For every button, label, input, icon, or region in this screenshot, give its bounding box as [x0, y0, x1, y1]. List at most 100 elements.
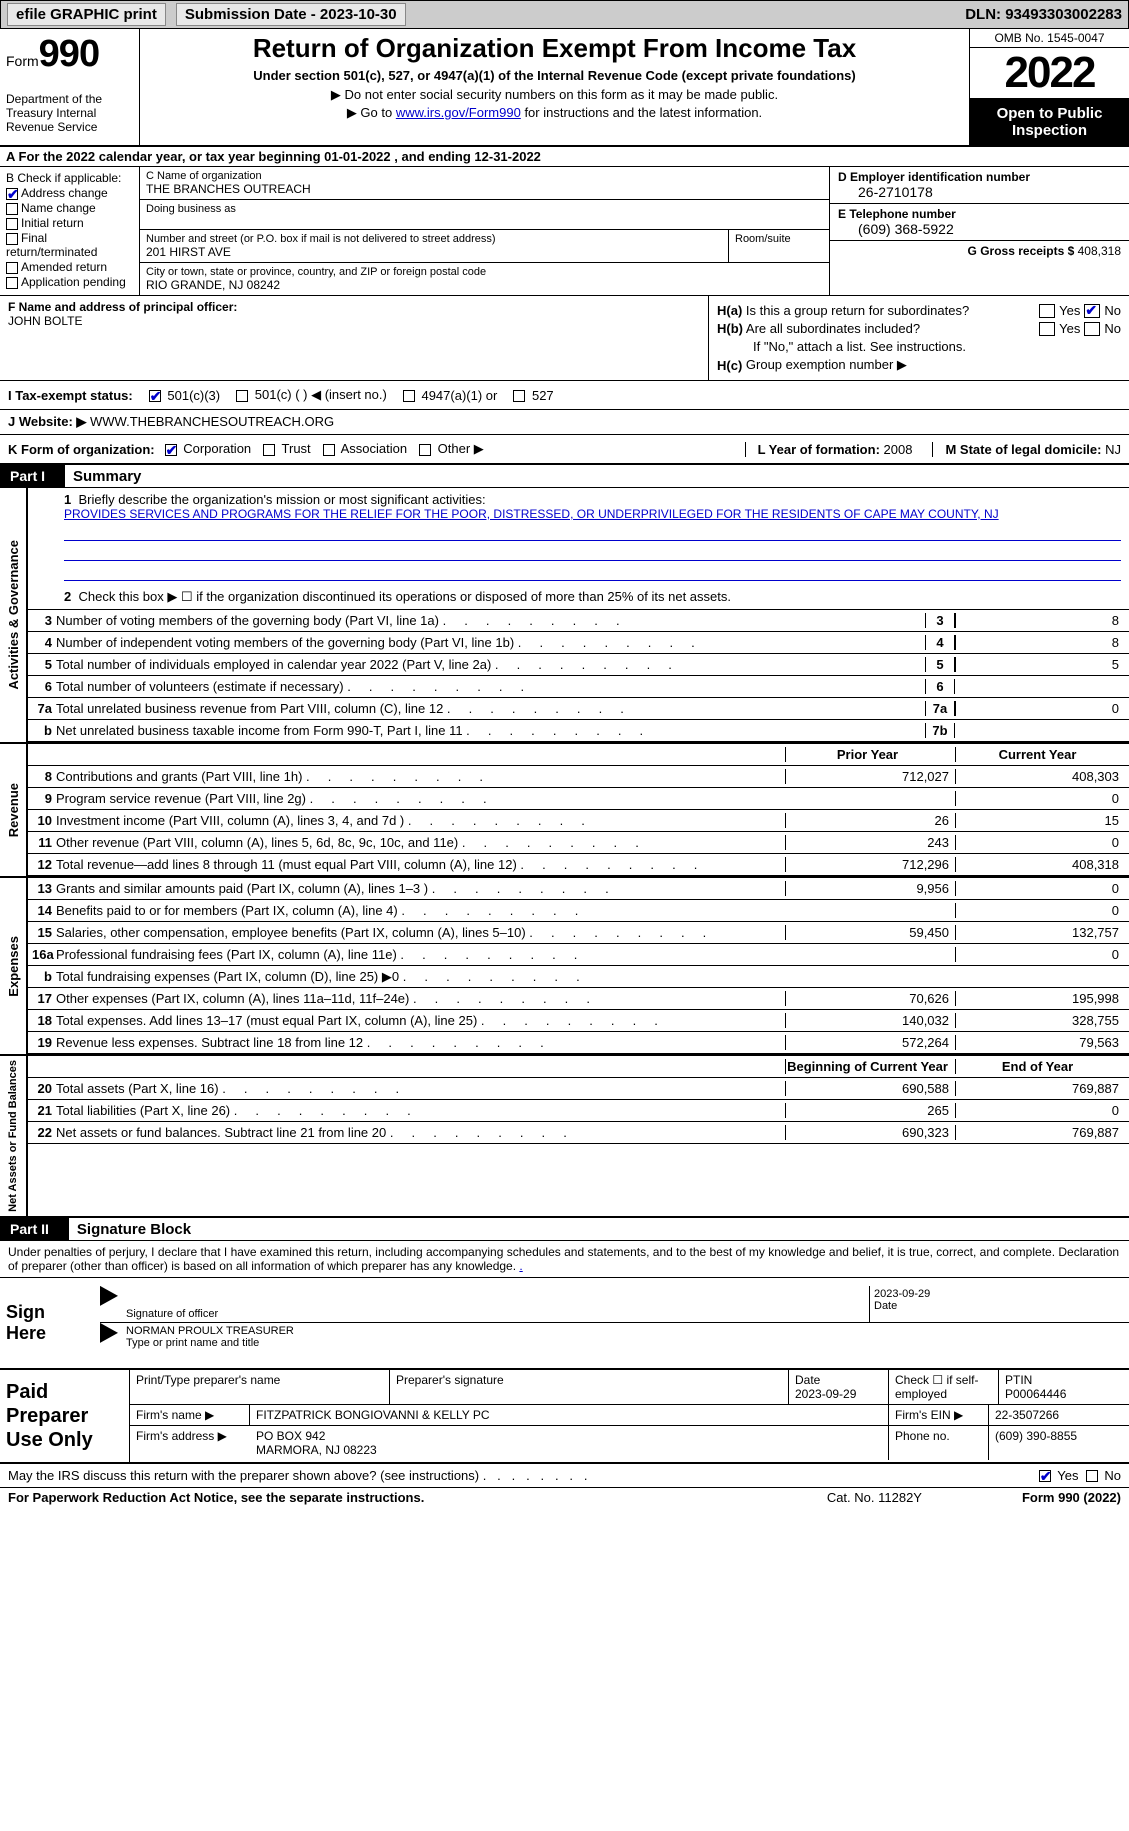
self-employed-check[interactable]: Check ☐ if self-employed	[889, 1370, 999, 1404]
form-org-option[interactable]: Corporation	[165, 441, 252, 457]
phone-cell: E Telephone number (609) 368-5922	[830, 204, 1129, 241]
4947-checkbox[interactable]	[403, 390, 415, 402]
527-checkbox[interactable]	[513, 390, 525, 402]
tax-status-row: I Tax-exempt status: 501(c)(3) 501(c) ( …	[0, 380, 1129, 409]
net-header: Beginning of Current YearEnd of Year	[28, 1056, 1129, 1078]
room-cell: Room/suite	[729, 230, 829, 263]
501c-checkbox[interactable]	[236, 390, 248, 402]
officer-name: JOHN BOLTE	[8, 314, 700, 328]
box-b-item[interactable]: Application pending	[6, 275, 133, 289]
summary-row: 20Total assets (Part X, line 16)690,5887…	[28, 1078, 1129, 1100]
gross-receipts: 408,318	[1078, 244, 1121, 258]
summary-row: 19Revenue less expenses. Subtract line 1…	[28, 1032, 1129, 1054]
state-domicile: NJ	[1105, 442, 1121, 457]
line2: 2 Check this box ▶ ☐ if the organization…	[28, 585, 1129, 610]
mission-section: 1 Briefly describe the organization's mi…	[28, 488, 1129, 585]
officer-name-title: NORMAN PROULX TREASURER	[126, 1325, 1125, 1337]
box-b-item[interactable]: Final return/terminated	[6, 231, 133, 259]
summary-row: 22Net assets or fund balances. Subtract …	[28, 1122, 1129, 1144]
ha-no-checkbox[interactable]	[1084, 304, 1100, 318]
org-name: THE BRANCHES OUTREACH	[146, 182, 823, 196]
summary-row: 11Other revenue (Part VIII, column (A), …	[28, 832, 1129, 854]
tax-year: 2022	[970, 48, 1129, 99]
part1-header: Part ISummary	[0, 465, 1129, 488]
street-address: 201 HIRST AVE	[146, 245, 722, 259]
footer-row: For Paperwork Reduction Act Notice, see …	[0, 1487, 1129, 1507]
discuss-no-checkbox[interactable]	[1086, 1470, 1098, 1482]
phone-value: (609) 368-5922	[838, 221, 1121, 237]
firm-address: PO BOX 942	[256, 1429, 882, 1443]
prep-sig-label: Preparer's signature	[390, 1370, 789, 1404]
form-page: Form 990 (2022)	[1022, 1490, 1121, 1505]
cat-no: Cat. No. 11282Y	[827, 1490, 922, 1505]
public-inspection: Open to Public Inspection	[970, 99, 1129, 145]
irs-link[interactable]: www.irs.gov/Form990	[396, 105, 521, 120]
summary-row: 7aTotal unrelated business revenue from …	[28, 698, 1129, 720]
irs-discuss-row: May the IRS discuss this return with the…	[0, 1464, 1129, 1487]
ein-value: 26-2710178	[838, 184, 1121, 200]
summary-row: 12Total revenue—add lines 8 through 11 (…	[28, 854, 1129, 876]
summary-row: 13Grants and similar amounts paid (Part …	[28, 878, 1129, 900]
box-b-label: B Check if applicable:	[6, 171, 133, 185]
form-org-option[interactable]: Other ▶	[419, 441, 484, 457]
summary-row: 8Contributions and grants (Part VIII, li…	[28, 766, 1129, 788]
summary-row: bTotal fundraising expenses (Part IX, co…	[28, 966, 1129, 988]
form-org-option[interactable]: Association	[323, 441, 407, 457]
efile-print-button[interactable]: efile GRAPHIC print	[7, 3, 166, 26]
summary-row: bNet unrelated business taxable income f…	[28, 720, 1129, 742]
box-f: F Name and address of principal officer:…	[0, 296, 709, 380]
dept-label: Department of the Treasury Internal Reve…	[6, 92, 133, 134]
ssn-note: ▶ Do not enter social security numbers o…	[148, 87, 961, 103]
form-header: Form990 Department of the Treasury Inter…	[0, 29, 1129, 147]
summary-row: 6Total number of volunteers (estimate if…	[28, 676, 1129, 698]
box-b-item[interactable]: Amended return	[6, 260, 133, 274]
officer-sig-date: 2023-09-29	[874, 1288, 1125, 1300]
gross-cell: G Gross receipts $ 408,318	[830, 241, 1129, 261]
year-formation: 2008	[884, 442, 913, 457]
prep-name-label: Print/Type preparer's name	[130, 1370, 390, 1404]
box-b-item[interactable]: Address change	[6, 186, 133, 200]
ha-yes-checkbox[interactable]	[1039, 304, 1055, 318]
box-b: B Check if applicable: Address changeNam…	[0, 167, 140, 295]
hb-note: If "No," attach a list. See instructions…	[717, 339, 1121, 354]
summary-row: 16aProfessional fundraising fees (Part I…	[28, 944, 1129, 966]
net-assets-label: Net Assets or Fund Balances	[5, 1056, 21, 1216]
submission-date: Submission Date - 2023-10-30	[176, 3, 406, 26]
501c3-checkbox[interactable]	[149, 390, 161, 402]
website-value: WWW.THEBRANCHESOUTREACH.ORG	[90, 414, 334, 430]
summary-row: 17Other expenses (Part IX, column (A), l…	[28, 988, 1129, 1010]
discuss-yes-checkbox[interactable]	[1039, 1470, 1051, 1482]
summary-row: 10Investment income (Part VIII, column (…	[28, 810, 1129, 832]
hb-yes-checkbox[interactable]	[1039, 322, 1055, 336]
arrow-icon	[100, 1286, 118, 1306]
firm-phone: (609) 390-8855	[989, 1426, 1129, 1460]
dba-cell: Doing business as	[140, 200, 829, 230]
arrow-icon	[100, 1323, 118, 1343]
ptin: PTIN P00064446	[999, 1370, 1129, 1404]
expenses-label: Expenses	[4, 932, 23, 1001]
activities-governance-label: Activities & Governance	[4, 536, 23, 694]
hb-no-checkbox[interactable]	[1084, 322, 1100, 336]
omb-number: OMB No. 1545-0047	[970, 29, 1129, 48]
summary-row: 21Total liabilities (Part X, line 26)265…	[28, 1100, 1129, 1122]
form-org-option[interactable]: Trust	[263, 441, 311, 457]
box-b-item[interactable]: Initial return	[6, 216, 133, 230]
revenue-header: Prior YearCurrent Year	[28, 744, 1129, 766]
part2-header: Part IISignature Block	[0, 1218, 1129, 1241]
signature-intro: Under penalties of perjury, I declare th…	[0, 1241, 1129, 1278]
summary-row: 14Benefits paid to or for members (Part …	[28, 900, 1129, 922]
summary-row: 18Total expenses. Add lines 13–17 (must …	[28, 1010, 1129, 1032]
dln-number: DLN: 93493303002283	[965, 6, 1122, 23]
org-name-cell: C Name of organization THE BRANCHES OUTR…	[140, 167, 829, 200]
summary-row: 4Number of independent voting members of…	[28, 632, 1129, 654]
form-label: Form	[6, 53, 39, 69]
ein-cell: D Employer identification number 26-2710…	[830, 167, 1129, 204]
box-b-item[interactable]: Name change	[6, 201, 133, 215]
summary-row: 5Total number of individuals employed in…	[28, 654, 1129, 676]
revenue-label: Revenue	[4, 779, 23, 841]
website-row: J Website: ▶ WWW.THEBRANCHESOUTREACH.ORG	[0, 409, 1129, 434]
firm-name: FITZPATRICK BONGIOVANNI & KELLY PC	[250, 1405, 889, 1425]
hc-label: H(c) Group exemption number ▶	[717, 357, 1121, 373]
paid-preparer-block: Paid Preparer Use Only Print/Type prepar…	[0, 1370, 1129, 1464]
form-subtitle: Under section 501(c), 527, or 4947(a)(1)…	[148, 68, 961, 83]
